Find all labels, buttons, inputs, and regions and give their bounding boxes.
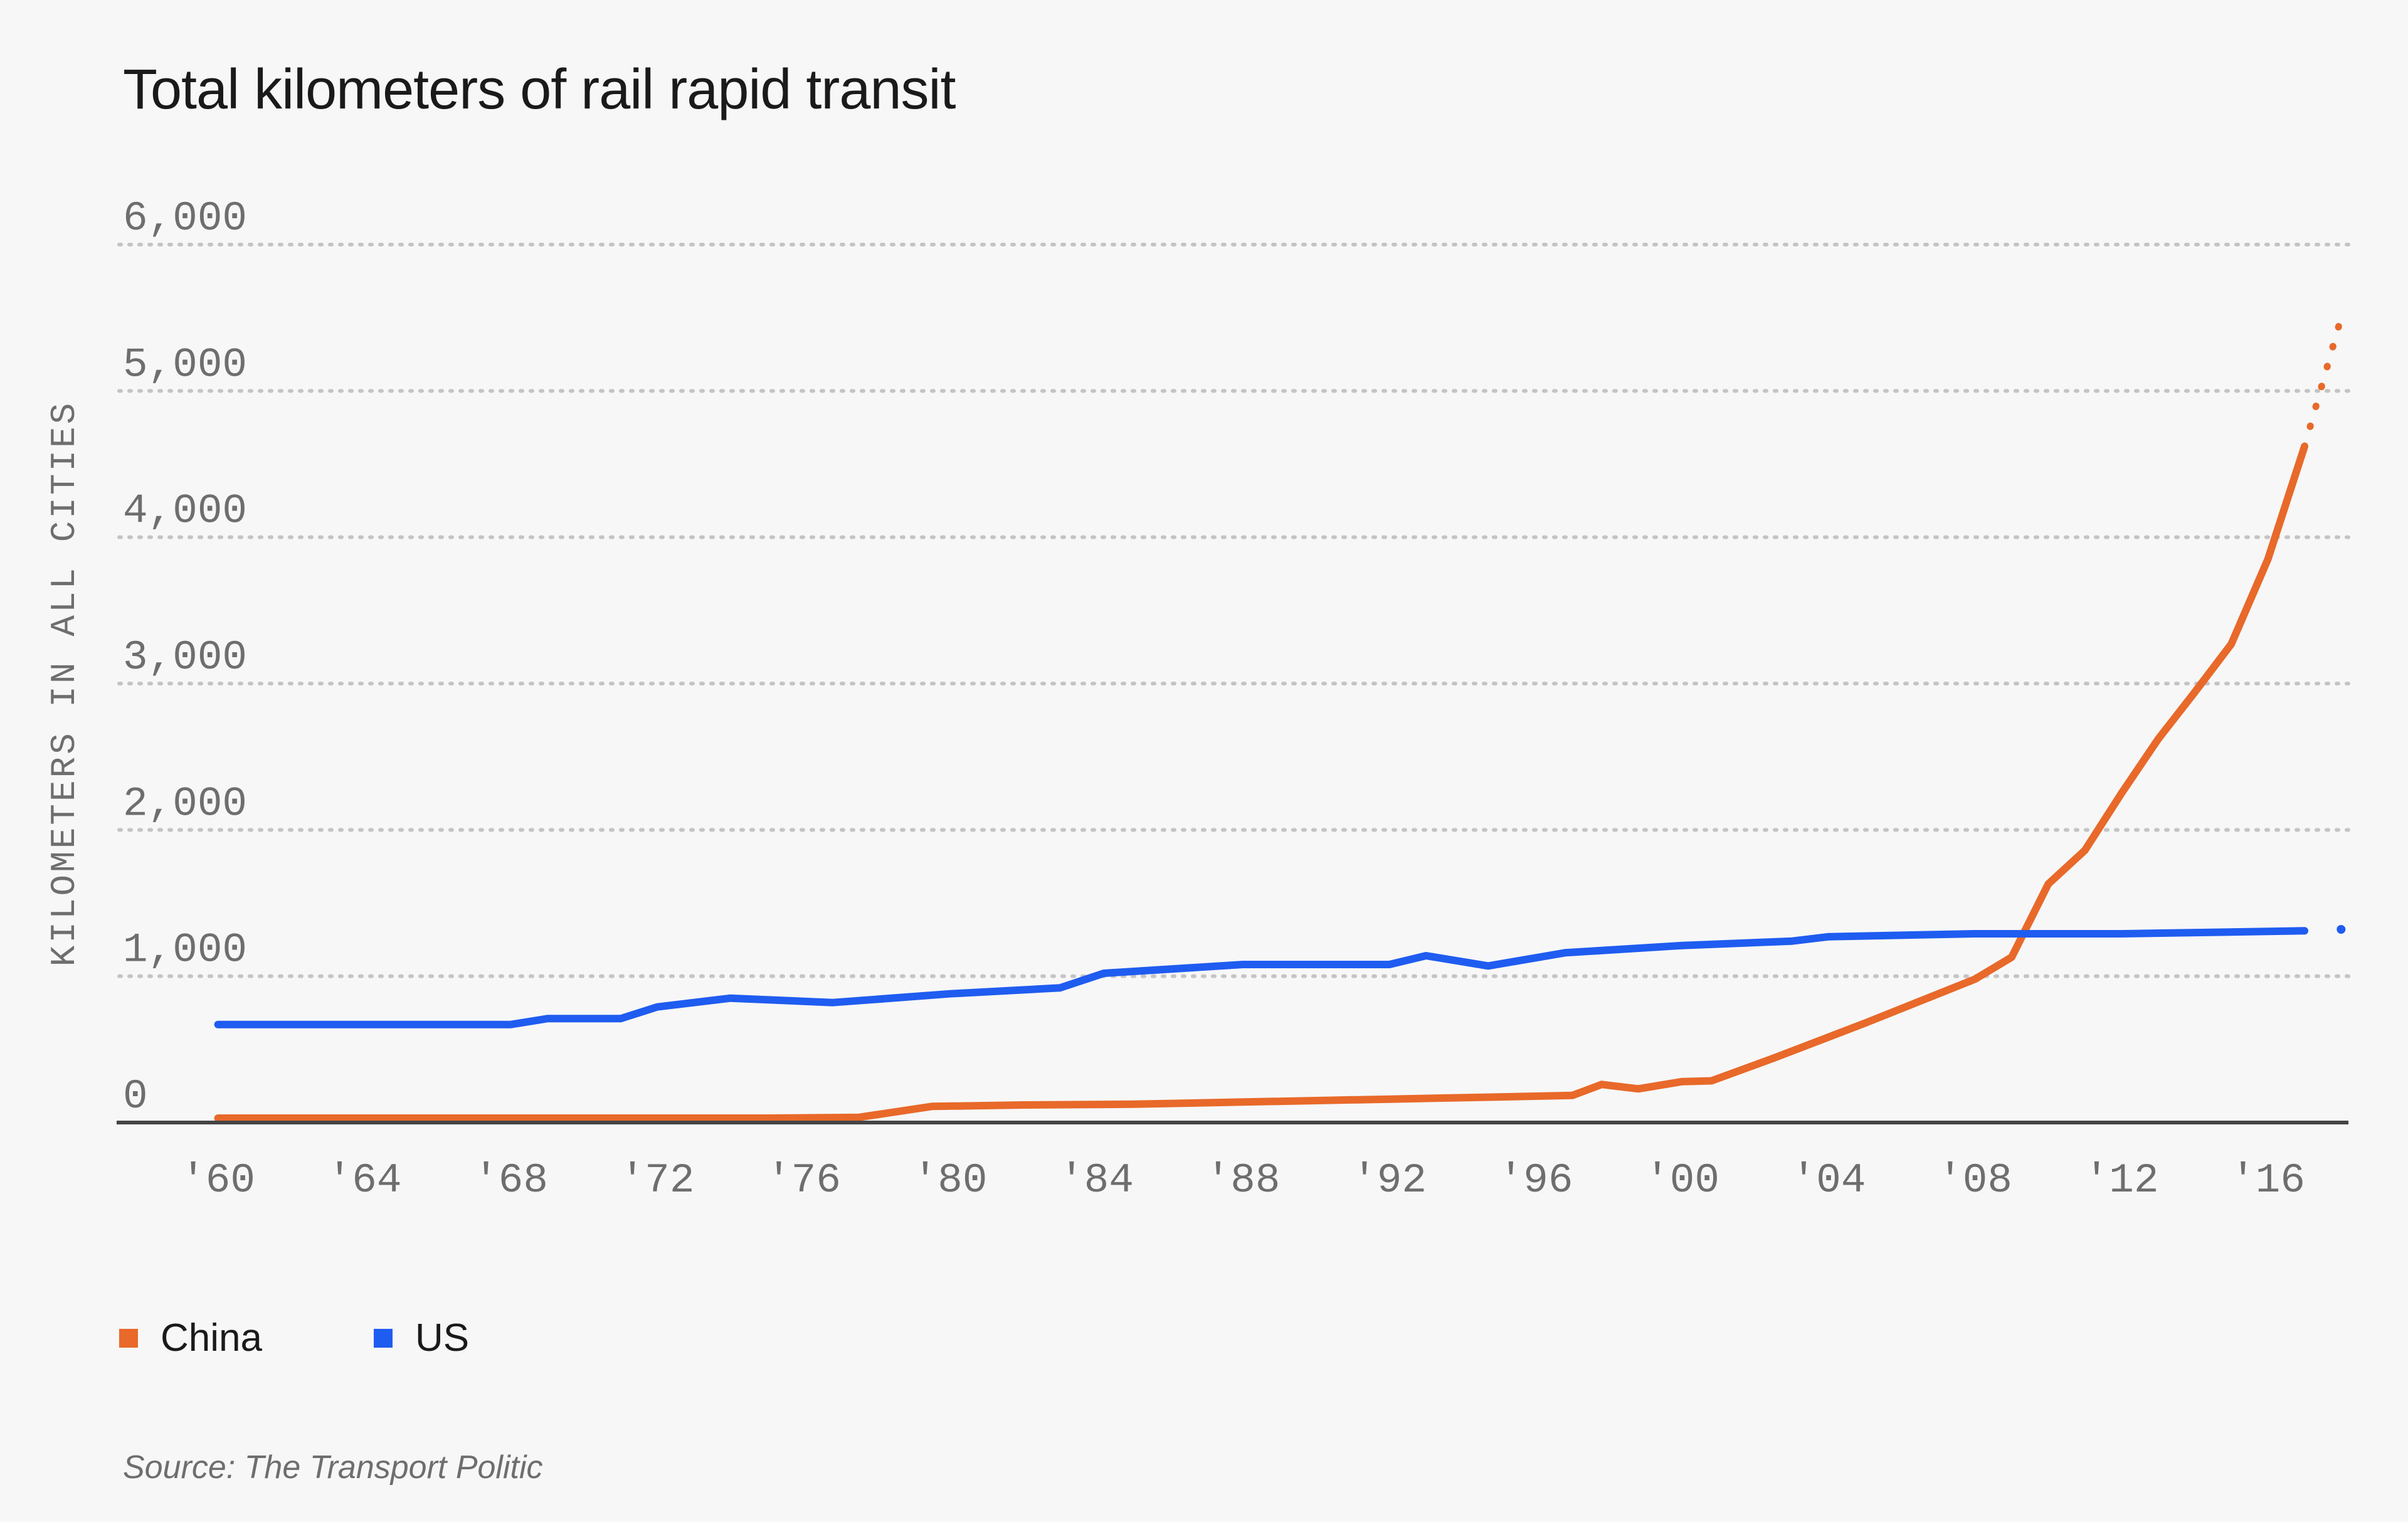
- legend-swatch-us: [374, 1328, 393, 1348]
- x-tick-label: '84: [1059, 1157, 1134, 1204]
- x-tick-label: '64: [327, 1157, 402, 1204]
- gridlines: [117, 243, 2350, 978]
- x-tick-label: '00: [1645, 1157, 1719, 1204]
- y-tick-label: 3,000: [123, 634, 247, 681]
- series-lines: [214, 314, 2346, 1122]
- x-tick-label: '88: [1206, 1157, 1281, 1204]
- legend-item-china: China: [119, 1316, 262, 1360]
- x-tick-label: '96: [1499, 1157, 1573, 1204]
- legend-label-us: US: [415, 1316, 470, 1360]
- y-tick-label: 2,000: [123, 780, 247, 827]
- x-tick-label: '76: [766, 1157, 841, 1204]
- x-tick-label: '80: [913, 1157, 988, 1204]
- legend: China US: [119, 1316, 581, 1360]
- y-tick-label: 4,000: [123, 488, 247, 535]
- series-line-us: [214, 927, 2308, 1028]
- x-tick-label: '92: [1352, 1157, 1427, 1204]
- y-axis-ticks: 0 1,000 2,000 3,000 4,000 5,000 6,000: [123, 195, 247, 1120]
- source-note: Source: The Transport Politic: [123, 1449, 543, 1486]
- projection-china: [2301, 314, 2345, 450]
- legend-item-us: US: [374, 1316, 469, 1360]
- x-tick-label: '72: [620, 1157, 695, 1204]
- x-axis-ticks: '60 '64 '68 '72 '76 '80 '84 '88 '92 '96 '00 '04 '08 '…: [181, 1157, 2305, 1204]
- y-tick-label: 1,000: [123, 927, 247, 974]
- x-tick-label: '12: [2084, 1157, 2159, 1204]
- series-line-china: [214, 443, 2308, 1122]
- chart-title: Total kilometers of rail rapid transit: [123, 58, 956, 121]
- x-tick-label: '16: [2231, 1157, 2305, 1204]
- x-tick-label: '08: [1938, 1157, 2012, 1204]
- x-tick-label: '60: [181, 1157, 255, 1204]
- legend-swatch-china: [119, 1328, 138, 1348]
- y-axis-label: KILOMETERS IN ALL CITIES: [45, 401, 85, 967]
- projection-us: [2337, 925, 2346, 934]
- y-tick-label: 5,000: [123, 341, 247, 388]
- y-tick-label: 6,000: [123, 195, 247, 242]
- y-tick-label: 0: [123, 1073, 148, 1120]
- legend-label-china: China: [161, 1316, 262, 1360]
- x-tick-label: '04: [1792, 1157, 1866, 1204]
- x-tick-label: '68: [473, 1157, 548, 1204]
